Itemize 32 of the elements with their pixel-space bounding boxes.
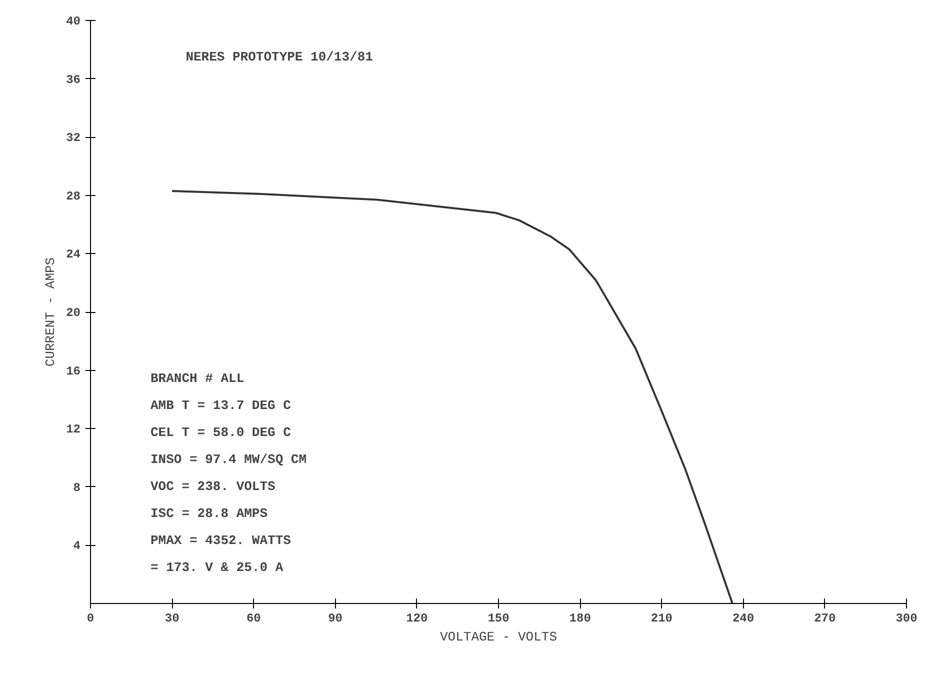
annotation: AMB T = 13.7 DEG C [150,398,292,413]
x-tick-label: 30 [164,612,180,626]
annotation: CEL T = 58.0 DEG C [150,425,292,440]
x-tick-label: 300 [896,612,918,626]
annotation: = 173. V & 25.0 A [150,560,284,575]
y-axis-title: CURRENT - AMPS [43,257,58,367]
x-tick-label: 60 [246,612,261,626]
y-tick-label: 16 [66,364,81,378]
x-tick-label: 240 [732,612,754,626]
annotation: PMAX = 4352. WATTS [150,533,292,548]
y-tick-label: 20 [66,306,81,320]
annotation: BRANCH # ALL [150,371,244,386]
x-tick-label: 270 [814,612,836,626]
annotation: ISC = 28.8 AMPS [150,506,268,521]
y-tick-label: 40 [66,14,81,28]
text: NERES PROTOTYPE 10/13/81 [186,50,374,65]
x-tick-label: 0 [86,612,94,626]
annotation: INSO = 97.4 MW/SQ CM [150,452,307,467]
x-axis-title: VOLTAGE - VOLTS [440,630,558,644]
x-tick-label: 210 [650,612,673,626]
y-tick-label: 4 [73,539,80,554]
y-tick-label: 12 [66,422,81,437]
x-tick-label: 120 [406,612,428,626]
y-tick-label: 24 [66,248,81,262]
y-tick-label: 32 [66,131,81,146]
annotation: VOC = 238. VOLTS [150,479,276,494]
x-tick-label: 180 [569,612,591,626]
y-tick-label: 28 [66,189,81,204]
y-tick-label: 36 [66,72,81,87]
y-tick-label: 8 [73,480,80,495]
x-tick-label: 90 [328,612,343,626]
x-tick-label: 150 [488,612,510,626]
